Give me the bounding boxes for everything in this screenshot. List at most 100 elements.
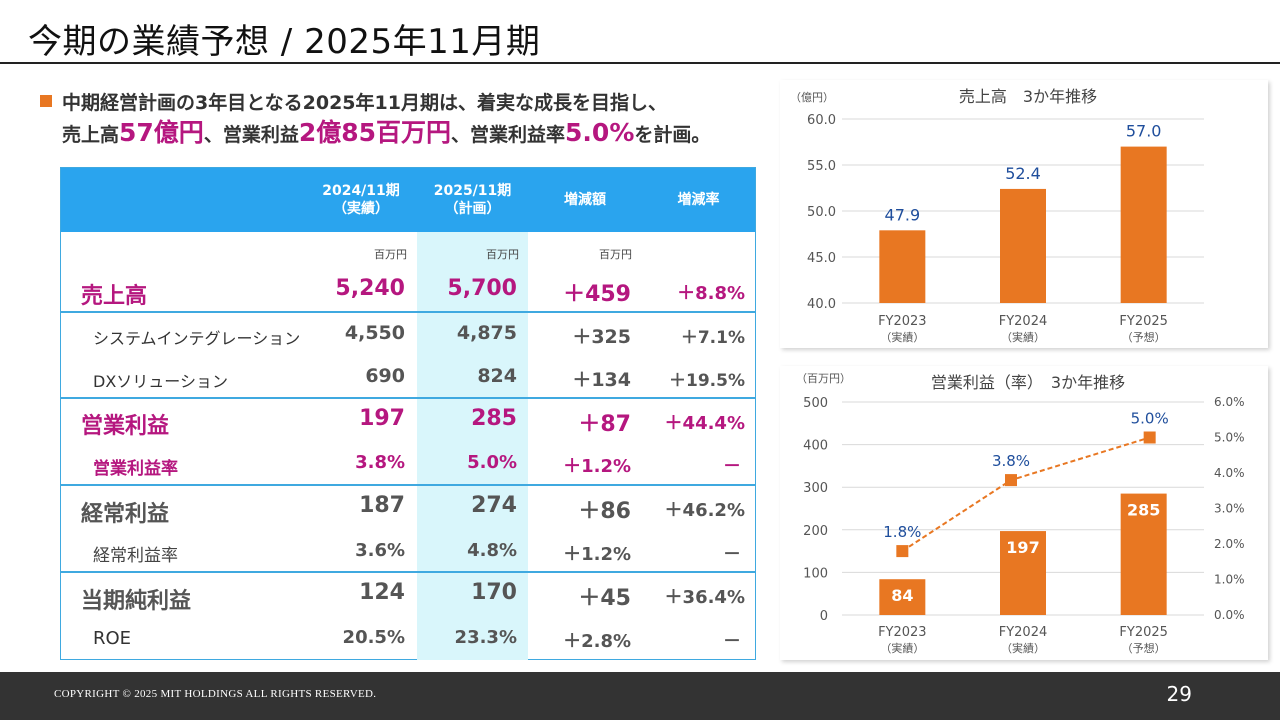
unit-label: 百万円: [599, 248, 632, 261]
table-cell: ＋459: [563, 282, 631, 307]
line-value-label: 1.8%: [883, 523, 921, 541]
row-separator: [61, 397, 755, 399]
bar-value-label: 47.9: [885, 205, 921, 224]
table-cell: －: [723, 631, 741, 652]
bar: [1000, 531, 1046, 615]
header-rate: 増減率: [677, 192, 720, 208]
bar-value-label: 197: [1006, 538, 1039, 557]
y-tick-label: 100: [803, 566, 828, 581]
plan-column-highlight: [417, 232, 528, 660]
x-tick-label: FY2024: [999, 314, 1048, 329]
row-separator: [61, 571, 755, 573]
table-cell: 23.3%: [454, 627, 517, 648]
op-margin-highlight: 5.0%: [565, 118, 635, 147]
row-label-ordinary-profit: 経常利益: [81, 502, 170, 527]
table-cell: 5,700: [447, 276, 517, 301]
table-cell: 4,875: [456, 322, 517, 344]
table-cell: ＋44.4%: [664, 413, 745, 434]
row-label-sales: 売上高: [81, 284, 148, 309]
title-divider: [0, 62, 1280, 64]
header-diff: 増減額: [564, 192, 606, 208]
bar: [879, 579, 926, 615]
table-cell: ＋1.2%: [563, 544, 631, 565]
row-separator: [61, 484, 755, 486]
y2-tick-label: 5.0%: [1214, 431, 1245, 445]
bar-value-label: 285: [1127, 501, 1160, 520]
unit-label: 百万円: [486, 248, 519, 261]
y2-tick-label: 6.0%: [1214, 395, 1245, 409]
page-title: 今期の業績予想 / 2025年11月期: [28, 22, 541, 62]
table-cell: 3.8%: [355, 452, 405, 473]
y2-tick-label: 1.0%: [1214, 573, 1245, 587]
y-tick-label: 0: [820, 609, 828, 624]
line-marker: [1143, 431, 1156, 444]
row-label-roe: ROE: [93, 628, 132, 649]
table-cell: ＋2.8%: [563, 631, 631, 652]
table-cell: 824: [477, 365, 517, 387]
chart-title: 売上高 3か年推移: [959, 87, 1097, 106]
footer: COPYRIGHT © 2025 MIT HOLDINGS ALL RIGHTS…: [0, 672, 1280, 720]
bar: [1120, 493, 1167, 615]
op-profit-chart-svg: （百万円） 営業利益（率） 3か年推移 0 100 200 300 400 500 0.0% 1.…: [796, 372, 1245, 655]
y-tick-label: 40.0: [807, 297, 836, 312]
y-axis-unit: （百万円）: [796, 372, 851, 385]
table-cell: 4.8%: [467, 540, 517, 561]
row-label-net-income: 当期純利益: [81, 589, 192, 614]
line-marker: [1005, 474, 1017, 487]
table-header: [61, 168, 755, 232]
x-tick-sublabel: （実績）: [1001, 641, 1045, 655]
table-cell: 187: [359, 493, 405, 518]
row-label-si: システムインテグレーション: [93, 329, 301, 348]
lead-line-1: 中期経営計画の3年目となる2025年11月期は、着実な成長を目指し、: [62, 92, 667, 114]
y2-tick-label: 4.0%: [1214, 466, 1245, 480]
table-cell: ＋87: [578, 412, 631, 437]
bar-value-label: 52.4: [1005, 164, 1041, 183]
lead-text-part: 売上高: [62, 124, 120, 146]
bar-value-label: 57.0: [1126, 122, 1162, 141]
y-tick-label: 50.0: [807, 205, 836, 220]
y-tick-label: 55.0: [807, 159, 836, 174]
table-cell: －: [723, 456, 741, 477]
line-marker: [896, 545, 909, 558]
chart-title: 営業利益（率） 3か年推移: [931, 373, 1125, 392]
row-separator: [61, 311, 755, 313]
x-tick-label: FY2023: [878, 314, 927, 329]
row-label-op-margin: 営業利益率: [93, 459, 178, 479]
lead-text: 中期経営計画の3年目となる2025年11月期は、着実な成長を目指し、 売上高57…: [40, 88, 710, 150]
op-profit-chart: （百万円） 営業利益（率） 3か年推移 0 100 200 300 400 500 0.0% 1.…: [780, 366, 1268, 660]
x-tick-label: FY2025: [1119, 625, 1168, 640]
x-tick-sublabel: （予想）: [1122, 330, 1166, 344]
line-value-label: 3.8%: [992, 452, 1030, 470]
lead-text-part: 、営業利益: [203, 124, 299, 146]
table-cell: 197: [359, 406, 405, 431]
lead-line-2: 売上高57億円、営業利益2億85百万円、営業利益率5.0%を計画。: [40, 118, 710, 150]
table-cell: 4,550: [344, 322, 405, 344]
y2-tick-label: 0.0%: [1214, 608, 1245, 622]
table-cell: 274: [471, 493, 517, 518]
x-tick-label: FY2023: [878, 625, 927, 640]
y-tick-label: 300: [803, 481, 828, 496]
table-cell: 285: [471, 406, 517, 431]
y2-tick-label: 3.0%: [1214, 502, 1245, 516]
header-fy2025: 2025/11期 （計画）: [433, 183, 512, 217]
table-cell: 124: [359, 580, 405, 605]
table-cell: 690: [365, 365, 405, 387]
x-tick-sublabel: （予想）: [1122, 641, 1166, 655]
x-tick-sublabel: （実績）: [880, 330, 924, 344]
table-cell: ＋86: [578, 499, 631, 524]
x-tick-label: FY2025: [1119, 314, 1168, 329]
line-value-label: 5.0%: [1131, 410, 1169, 428]
x-tick-sublabel: （実績）: [1001, 330, 1045, 344]
y2-tick-label: 2.0%: [1214, 537, 1245, 551]
table-cell: 3.6%: [355, 540, 405, 561]
table-cell: ＋1.2%: [563, 456, 631, 477]
y-tick-label: 45.0: [807, 251, 836, 266]
lead-text-part: を計画。: [634, 124, 711, 146]
table-cell: －: [723, 544, 741, 565]
row-label-dx: DXソリューション: [93, 372, 228, 391]
table-cell: 20.5%: [342, 627, 405, 648]
table-cell: 170: [471, 580, 517, 605]
header-fy2024: 2024/11期 （実績）: [322, 183, 400, 217]
bar: [1120, 146, 1167, 303]
table-cell: ＋45: [578, 586, 631, 611]
